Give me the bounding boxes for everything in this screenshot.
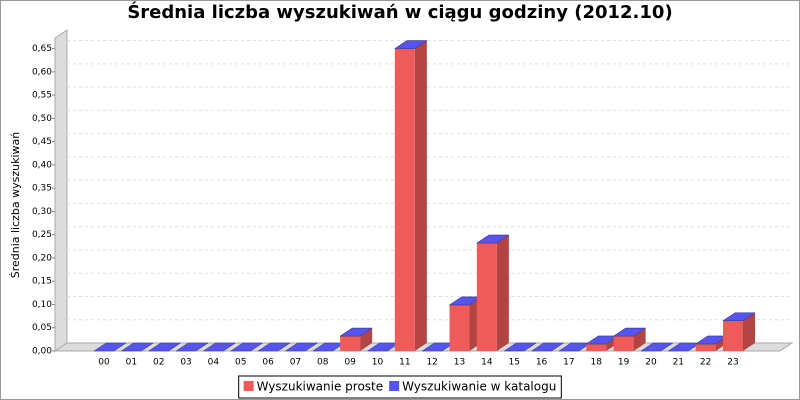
x-tick-label: 19 — [618, 358, 630, 368]
x-tick-label: 05 — [235, 358, 246, 368]
x-tick-label: 15 — [508, 358, 519, 368]
bar-top — [339, 327, 373, 337]
legend-swatch — [389, 381, 400, 391]
bar-top — [202, 342, 237, 352]
bar-top — [476, 234, 510, 244]
x-tick-label: 06 — [262, 358, 274, 368]
y-axis-label: Średnia liczba wyszukiwań — [9, 132, 22, 279]
y-tick-label: 0,20 — [32, 253, 52, 263]
left-wall — [54, 29, 68, 352]
legend-label: Wyszukiwanie w katalogu — [402, 380, 556, 394]
x-tick-label: 10 — [372, 358, 384, 368]
y-tick-label: 0,50 — [32, 114, 52, 124]
y-tick-label: 0,55 — [32, 91, 52, 101]
bar — [613, 336, 634, 351]
y-tick-label: 0,60 — [32, 67, 52, 77]
x-tick-label: 02 — [153, 358, 164, 368]
bar — [340, 336, 361, 351]
y-tick-label: 0,45 — [32, 137, 52, 147]
bar-top — [394, 40, 428, 49]
x-tick-label: 08 — [317, 358, 329, 368]
bar-side — [633, 328, 646, 351]
bar-top — [229, 342, 264, 352]
legend-swatch — [243, 381, 254, 391]
bar — [586, 344, 607, 351]
y-tick-label: 0,05 — [32, 323, 52, 333]
bar-side — [360, 328, 373, 351]
x-tick-label: 23 — [727, 358, 738, 368]
bar-side — [743, 312, 755, 351]
bar-top — [612, 327, 647, 337]
bar-top — [257, 342, 291, 352]
bar — [449, 304, 470, 351]
bar-side — [414, 40, 427, 351]
bar-top — [120, 342, 155, 352]
x-tick-label: 18 — [591, 358, 603, 368]
legend — [238, 375, 562, 399]
x-tick-label: 21 — [673, 358, 684, 368]
y-tick-label: 0,65 — [32, 44, 52, 54]
bar — [695, 344, 716, 351]
bar-top — [93, 342, 127, 352]
y-tick-label: 0,30 — [32, 207, 52, 217]
x-tick-label: 09 — [344, 358, 356, 368]
y-tick-label: 0,25 — [32, 230, 52, 240]
x-tick-label: 07 — [290, 358, 301, 368]
bar-side — [496, 235, 509, 351]
legend-label: Wyszukiwanie proste — [257, 380, 383, 394]
bar — [723, 320, 743, 351]
bar-top — [175, 342, 209, 352]
x-tick-label: 14 — [481, 358, 493, 368]
x-tick-label: 11 — [399, 358, 410, 368]
y-tick-label: 0,10 — [32, 300, 52, 310]
y-tick-label: 0,00 — [32, 347, 52, 357]
y-tick-label: 0,35 — [32, 184, 52, 194]
x-tick-label: 16 — [536, 358, 548, 368]
bar — [476, 243, 497, 351]
bar-top — [722, 312, 756, 322]
x-tick-label: 04 — [208, 358, 220, 368]
bar-top — [530, 342, 565, 352]
bar — [394, 48, 415, 351]
bar-top — [284, 342, 319, 352]
x-tick-label: 12 — [426, 358, 437, 368]
x-tick-label: 13 — [454, 358, 465, 368]
x-tick-label: 22 — [700, 358, 711, 368]
x-tick-label: 20 — [645, 358, 657, 368]
bar-top — [147, 342, 182, 352]
x-tick-label: 03 — [180, 358, 191, 368]
y-tick-label: 0,15 — [32, 277, 52, 287]
x-tick-label: 00 — [98, 358, 110, 368]
bar-top — [640, 342, 674, 352]
x-tick-label: 01 — [126, 358, 137, 368]
y-tick-label: 0,40 — [32, 160, 52, 170]
chart-title: Średnia liczba wyszukiwań w ciągu godzin… — [127, 1, 672, 23]
x-tick-label: 17 — [563, 358, 574, 368]
bar-top — [503, 342, 538, 352]
